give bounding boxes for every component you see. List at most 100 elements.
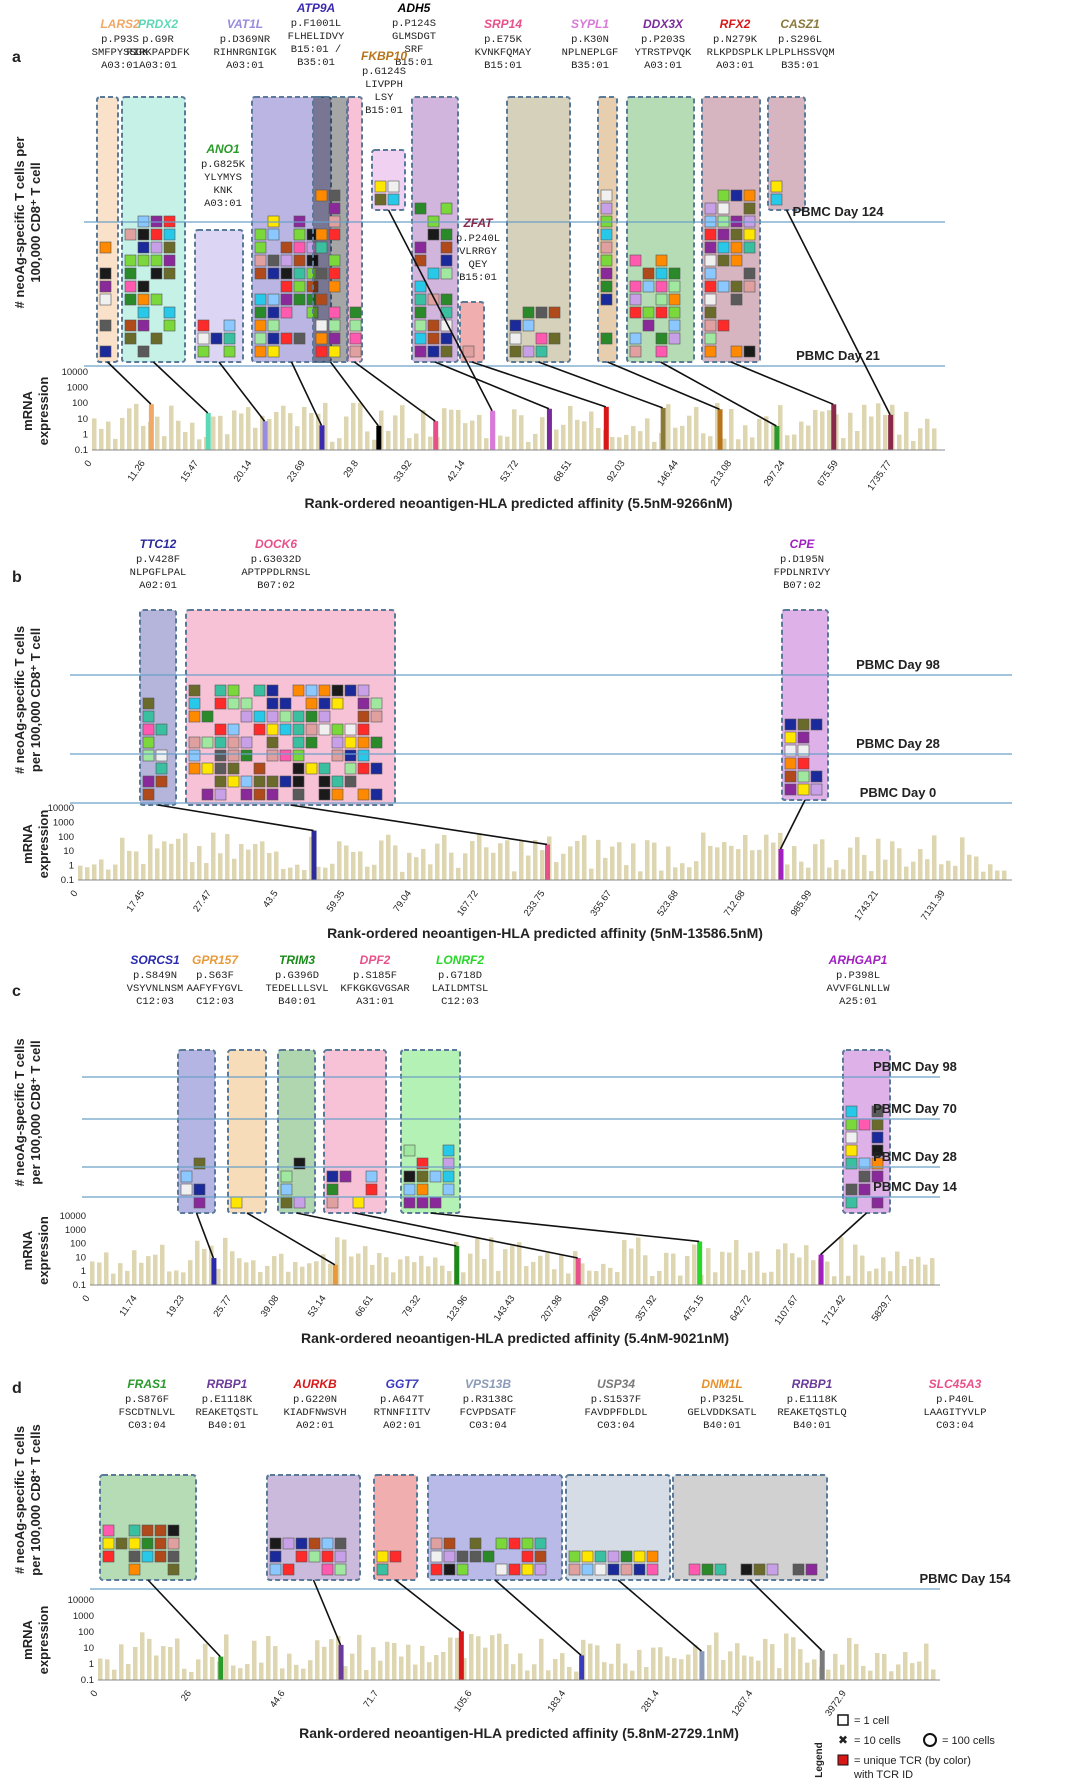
tcr-cell xyxy=(254,241,267,254)
tcr-cell xyxy=(155,775,168,788)
mrna-highlight-bar xyxy=(579,1655,585,1680)
tcr-cell xyxy=(668,319,681,332)
tcr-cell xyxy=(326,1196,339,1209)
mrna-bar xyxy=(868,1670,873,1680)
mrna-bar xyxy=(419,1255,424,1285)
mrna-tick: 100 xyxy=(58,832,74,843)
connector-line xyxy=(195,1212,215,1259)
mrna-bar xyxy=(293,1261,298,1285)
tcr-cell xyxy=(279,697,292,710)
mrna-bar xyxy=(307,1263,312,1285)
tcr-cell xyxy=(344,775,357,788)
tcr-cell xyxy=(600,202,613,215)
gene-name: GGT7 xyxy=(386,1377,420,1391)
tcr-cell xyxy=(318,684,331,697)
tcr-cell xyxy=(704,254,717,267)
tcr-cell xyxy=(124,293,137,306)
gene-annotation: p.G718D xyxy=(438,970,482,982)
tcr-cell xyxy=(280,241,293,254)
mrna-bar xyxy=(645,418,650,450)
mrna-bar xyxy=(484,438,489,450)
mrna-bar xyxy=(839,1237,844,1285)
mrna-bar xyxy=(610,437,615,450)
mrna-bar xyxy=(734,1240,739,1285)
connector-line xyxy=(152,361,209,414)
mrna-bar xyxy=(538,1255,543,1285)
mrna-bar xyxy=(468,1253,473,1285)
tcr-cell xyxy=(240,710,253,723)
tcr-cell xyxy=(240,775,253,788)
mrna-bar xyxy=(673,427,678,450)
mrna-bar xyxy=(896,1664,901,1680)
tcr-cell xyxy=(280,306,293,319)
tcr-cell xyxy=(214,684,227,697)
gene-annotation: APTPPDLRNSL xyxy=(241,567,310,579)
mrna-axis-label: mRNA expression xyxy=(20,377,51,446)
mrna-bar xyxy=(672,1658,677,1680)
tcr-cell xyxy=(201,736,214,749)
mrna-bar xyxy=(189,1671,194,1680)
mrna-bar xyxy=(441,1651,446,1680)
tcr-cell xyxy=(128,1563,141,1576)
mrna-bar xyxy=(540,417,545,450)
mrna-bar xyxy=(344,845,349,880)
mrna-tick: 10000 xyxy=(68,1595,94,1606)
mrna-bar xyxy=(518,1653,523,1680)
mrna-bar xyxy=(181,1272,186,1285)
tcr-cell xyxy=(629,332,642,345)
tcr-cell xyxy=(266,697,279,710)
mrna-bar xyxy=(245,1664,250,1680)
connector-line xyxy=(779,799,806,850)
mrna-bar xyxy=(322,1646,327,1680)
gene-annotation: p.P124S xyxy=(392,18,436,30)
mrna-bar xyxy=(449,852,454,880)
mrna-bar xyxy=(832,1276,837,1285)
mrna-tick: 100 xyxy=(70,1239,86,1250)
tcr-cell xyxy=(99,241,112,254)
gene-annotation: LSY xyxy=(375,92,395,104)
mrna-bar xyxy=(162,841,167,880)
tcr-cell xyxy=(326,1183,339,1196)
mrna-bar xyxy=(174,1270,179,1285)
mrna-bar xyxy=(111,1273,116,1285)
x-tick: 20.14 xyxy=(232,458,255,484)
tcr-cell xyxy=(253,723,266,736)
tcr-cell xyxy=(223,319,236,332)
tcr-cell xyxy=(102,1524,115,1537)
mrna-bar xyxy=(300,1266,305,1285)
mrna-tick: 0.1 xyxy=(61,875,74,886)
connector-line xyxy=(494,1579,582,1656)
mrna-bar xyxy=(651,1647,656,1680)
mrna-highlight-bar xyxy=(454,1246,460,1285)
mrna-bar xyxy=(330,863,335,880)
svg-text:expression: expression xyxy=(36,810,51,879)
x-tick: 642.72 xyxy=(728,1293,754,1323)
tcr-cell xyxy=(717,228,730,241)
mrna-bar xyxy=(875,1653,880,1680)
tcr-cell xyxy=(730,280,743,293)
mrna-bar xyxy=(693,1645,698,1680)
tcr-cell xyxy=(344,749,357,762)
gene-name: PRDX2 xyxy=(138,17,178,31)
mrna-bar xyxy=(820,411,825,450)
gene-annotation: B15:01 xyxy=(459,272,497,284)
legend-unique-tcr: = unique TCR (by color) xyxy=(854,1755,971,1767)
mrna-bar xyxy=(246,849,251,880)
tcr-cell xyxy=(845,1157,858,1170)
mrna-bar xyxy=(105,1659,110,1680)
mrna-bar xyxy=(335,1237,340,1285)
tcr-cell xyxy=(810,783,823,796)
mrna-bar xyxy=(603,857,608,880)
mrna-bar xyxy=(272,1256,277,1285)
mrna-bar xyxy=(218,853,223,880)
mrna-bar xyxy=(764,834,769,880)
tcr-cell xyxy=(292,762,305,775)
tcr-cell xyxy=(280,280,293,293)
mrna-bar xyxy=(636,1237,641,1285)
svg-text:expression: expression xyxy=(36,377,51,446)
tcr-cell xyxy=(292,736,305,749)
tcr-cell xyxy=(315,267,328,280)
